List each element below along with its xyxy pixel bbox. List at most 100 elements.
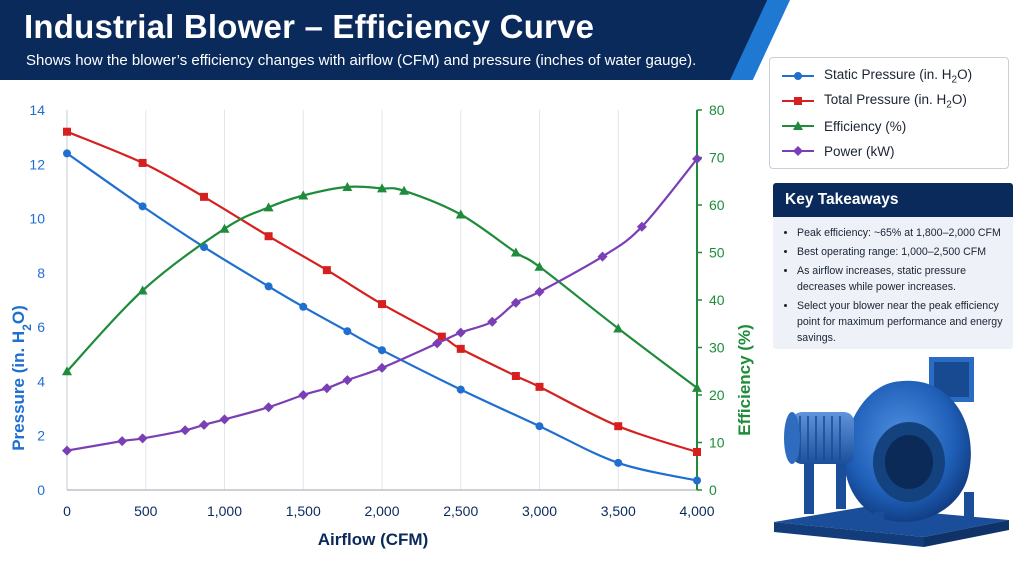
left-y-tick-label: 0 <box>37 482 45 498</box>
legend-swatch-total-pressure <box>782 97 814 105</box>
data-point <box>298 390 309 400</box>
right-y-tick-label: 80 <box>709 102 725 118</box>
data-point <box>534 286 545 297</box>
data-point <box>455 209 466 219</box>
data-point <box>535 422 544 431</box>
x-tick-label: 2,500 <box>443 503 478 519</box>
right-y-tick-label: 20 <box>709 387 725 403</box>
industrial-blower-illustration <box>774 357 1009 547</box>
data-point <box>200 192 209 201</box>
data-point <box>199 419 210 430</box>
data-point <box>180 425 191 436</box>
x-axis-ticks: 0 500 1,000 1,500 2,000 2,500 3,000 3,500 4,000 <box>63 503 715 519</box>
data-point <box>693 476 701 485</box>
data-point <box>597 251 608 262</box>
data-point <box>137 433 148 444</box>
left-y-tick-label: 2 <box>37 428 45 444</box>
x-tick-label: 2,000 <box>364 503 399 519</box>
data-point <box>321 383 332 394</box>
left-y-tick-label: 6 <box>37 319 45 335</box>
data-point <box>636 221 647 232</box>
data-point <box>692 153 702 164</box>
data-point <box>535 382 544 391</box>
series-efficiency <box>62 181 702 392</box>
x-tick-label: 0 <box>63 503 71 519</box>
takeaway-item: Peak efficiency: ~65% at 1,800–2,000 CFM <box>797 225 1005 241</box>
right-y-tick-label: 70 <box>709 150 725 166</box>
data-point <box>487 316 498 327</box>
x-tick-label: 1,000 <box>207 503 242 519</box>
legend-item-efficiency: Efficiency (%) <box>780 116 1006 136</box>
takeaway-item: As airflow increases, static pressure de… <box>797 263 1005 295</box>
data-point <box>219 223 230 233</box>
data-point <box>138 158 147 167</box>
series-total-pressure <box>63 127 701 456</box>
data-point <box>298 190 309 200</box>
series-static-pressure <box>63 149 701 485</box>
data-point <box>63 149 71 158</box>
data-point <box>63 127 71 136</box>
x-tick-label: 3,500 <box>601 503 636 519</box>
takeaway-item: Best operating range: 1,000–2,500 CFM <box>797 244 1005 260</box>
data-point <box>264 282 273 291</box>
legend-swatch-power <box>782 146 814 156</box>
data-point <box>534 261 545 271</box>
legend-item-static-pressure: Static Pressure (in. H2O) <box>780 66 1006 86</box>
data-point <box>138 202 147 211</box>
data-point <box>219 414 230 425</box>
right-y-tick-label: 50 <box>709 245 725 261</box>
title-banner <box>0 0 772 80</box>
key-takeaways-panel: Key Takeaways Peak efficiency: ~65% at 1… <box>773 183 1013 349</box>
data-point <box>377 183 387 193</box>
legend-label-power: Power (kW) <box>824 143 895 159</box>
x-tick-label: 4,000 <box>679 503 714 519</box>
x-axis-label: Airflow (CFM) <box>318 530 428 549</box>
page-title: Industrial Blower – Efficiency Curve <box>24 8 595 45</box>
data-point <box>62 445 72 456</box>
x-tick-label: 3,000 <box>522 503 557 519</box>
left-y-axis-label: Pressure (in. H2O) <box>9 305 34 451</box>
data-point <box>299 302 308 311</box>
data-point <box>613 323 624 333</box>
data-point <box>342 375 353 386</box>
legend-item-power: Power (kW) <box>780 141 1006 161</box>
legend-swatch-static-pressure <box>782 72 814 80</box>
data-point <box>263 202 274 212</box>
data-point <box>614 422 623 431</box>
data-point <box>399 185 410 195</box>
left-y-tick-label: 4 <box>37 373 45 389</box>
x-tick-label: 1,500 <box>286 503 321 519</box>
data-point <box>456 344 465 353</box>
left-y-axis-label-text: Pressure (in. H <box>9 331 28 451</box>
data-point <box>137 285 148 295</box>
data-point <box>343 327 352 336</box>
data-point <box>263 402 274 413</box>
page-subtitle: Shows how the blower’s efficiency change… <box>26 52 697 69</box>
x-tick-label: 500 <box>134 503 158 519</box>
right-y-tick-label: 30 <box>709 340 725 356</box>
series-line-total-pressure <box>66 130 698 454</box>
legend-label-efficiency: Efficiency (%) <box>824 118 907 134</box>
data-point <box>456 385 465 394</box>
blower-base-frame <box>774 507 1009 537</box>
data-point <box>437 332 446 341</box>
right-y-tick-label: 10 <box>709 435 725 451</box>
right-y-axis-label: Efficiency (%) <box>735 324 754 435</box>
data-point <box>377 362 387 373</box>
data-point <box>692 382 702 392</box>
data-point <box>378 300 386 309</box>
chart-grid <box>145 110 619 490</box>
chart-legend: Static Pressure (in. H2O) Total Pressure… <box>769 57 1009 169</box>
series-power <box>62 153 702 456</box>
data-point <box>378 346 386 355</box>
key-takeaways-title: Key Takeaways <box>773 183 1013 217</box>
data-point <box>432 338 443 349</box>
key-takeaways-list: Peak efficiency: ~65% at 1,800–2,000 CFM… <box>773 225 1013 346</box>
left-y-axis-label-tail: O) <box>9 305 28 324</box>
data-point <box>62 366 72 376</box>
left-y-tick-label: 10 <box>29 211 45 227</box>
efficiency-chart: 0 500 1,000 1,500 2,000 2,500 3,000 3,500 4,000 … <box>9 102 754 549</box>
legend-label-total-pressure: Total Pressure (in. H2O) <box>824 91 967 111</box>
data-point <box>342 181 353 191</box>
data-point <box>510 247 521 257</box>
